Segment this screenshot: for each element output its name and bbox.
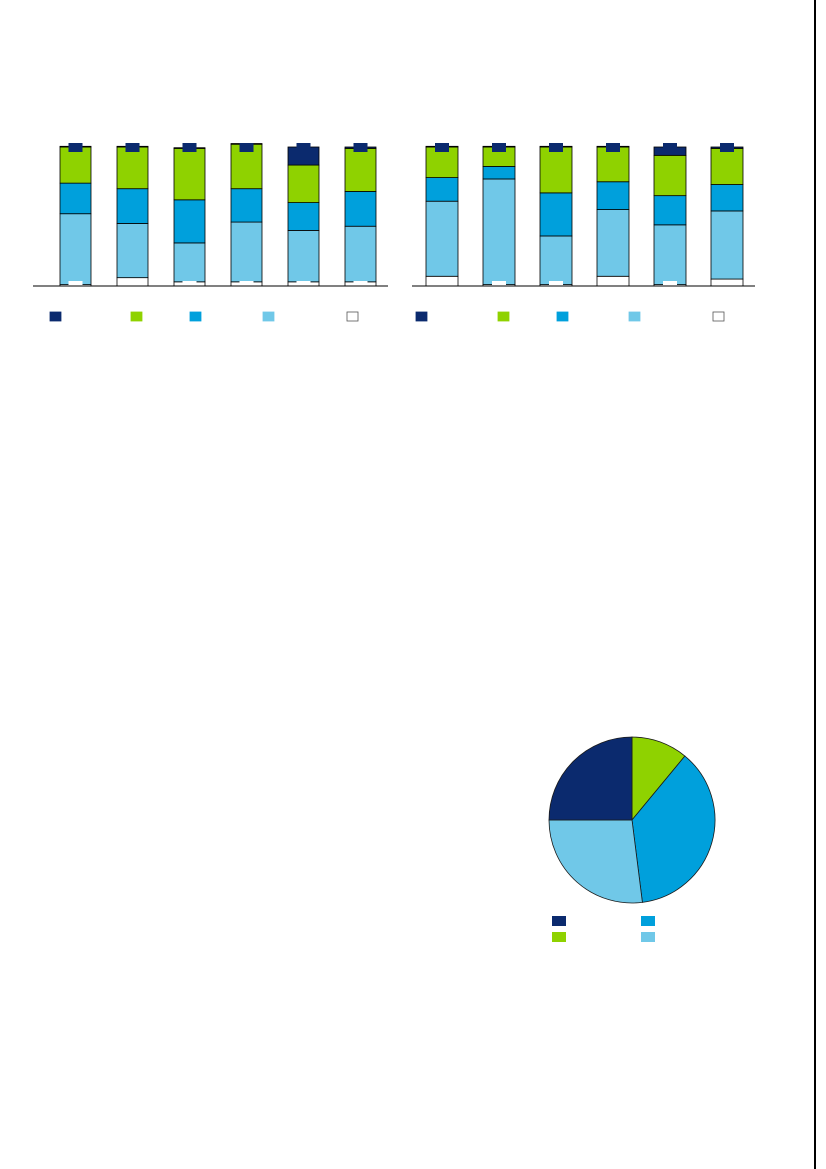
bar-top-marker [435,143,449,152]
bar-segment-c4-s2 [230,221,263,283]
bar-segment-c5-s4 [653,154,687,197]
bar-segment-c2-s2 [116,223,149,279]
bar-base-marker [549,281,563,286]
bar-base-marker [492,281,506,286]
bar-top-marker [606,143,620,152]
bar-segment-c5-s4 [287,164,320,204]
pie-legend-swatch [641,932,655,942]
bar-segment-c1-s2 [59,213,92,286]
bar-top-marker [125,143,140,152]
bar-segment-c3-s2 [539,235,573,286]
pie-legend-swatch [552,932,566,942]
bar-top-marker [239,143,254,152]
bar-base-marker [182,281,197,286]
bar-segment-c3-s4 [539,146,573,194]
bar-segment-c5-s3 [653,195,687,226]
legend-swatch [189,311,202,322]
bar-segment-c1-s3 [59,182,92,215]
legend-swatch [712,311,725,322]
bar-top-marker [549,143,563,152]
bar-segment-c6-s2 [344,225,377,283]
legend-swatch [415,311,428,322]
bar-segment-c2-s4 [116,146,149,190]
stacked-bar-chart-right [412,143,755,322]
bar-top-marker [663,143,677,152]
bar-base-marker [435,281,449,286]
bar-base-marker [125,281,140,286]
bar-base-marker [663,281,677,286]
bar-top-marker [492,143,506,152]
bar-segment-c1-s4 [59,146,92,184]
bar-segment-c4-s3 [230,188,263,223]
bar-segment-c3-s3 [173,199,206,244]
bar-segment-c6-s3 [710,184,744,212]
bar-segment-c2-s3 [482,166,516,180]
legend-swatch [628,311,641,322]
bar-base-marker [68,281,83,286]
bar-segment-c2-s3 [116,188,149,224]
legend-swatch [130,311,143,322]
bar-segment-c6-s2 [710,210,744,280]
bar-segment-c4-s4 [596,146,630,183]
legend-swatch [262,311,275,322]
pie-legend-swatch [641,916,655,926]
bar-base-marker [296,281,311,286]
legend-swatch [556,311,569,322]
bar-segment-c3-s4 [173,147,206,201]
bar-segment-c4-s3 [596,181,630,210]
bar-top-marker [296,143,311,152]
bar-segment-c6-s3 [344,191,377,227]
bar-top-marker [720,143,734,152]
pie-slice-3 [548,819,643,904]
bar-top-marker [182,143,197,152]
legend-swatch [346,311,359,322]
bar-segment-c3-s2 [173,242,206,283]
pie-chart [548,736,716,942]
bar-top-marker [353,143,368,152]
bar-top-marker [68,143,83,152]
pie-slice-2 [631,755,716,903]
bar-segment-c2-s2 [482,178,516,286]
legend-swatch [49,311,62,322]
bar-segment-c3-s3 [539,192,573,237]
bar-segment-c6-s4 [344,147,377,192]
bar-base-marker [606,281,620,286]
bar-base-marker [239,281,254,286]
bar-segment-c1-s2 [425,200,459,277]
bar-segment-c5-s3 [287,202,320,231]
bar-segment-c1-s4 [425,146,459,178]
bar-base-marker [720,281,734,286]
bar-segment-c4-s2 [596,209,630,277]
bar-base-marker [353,281,368,286]
bar-segment-c5-s2 [653,224,687,286]
stacked-bar-chart-left [33,143,388,322]
bar-segment-c5-s2 [287,229,320,283]
bar-segment-c6-s4 [710,147,744,185]
pie-legend-swatch [552,916,566,926]
pie-slice-4 [548,736,633,821]
page-edge-line [814,0,816,1169]
bar-segment-c1-s3 [425,177,459,202]
legend-swatch [497,311,510,322]
